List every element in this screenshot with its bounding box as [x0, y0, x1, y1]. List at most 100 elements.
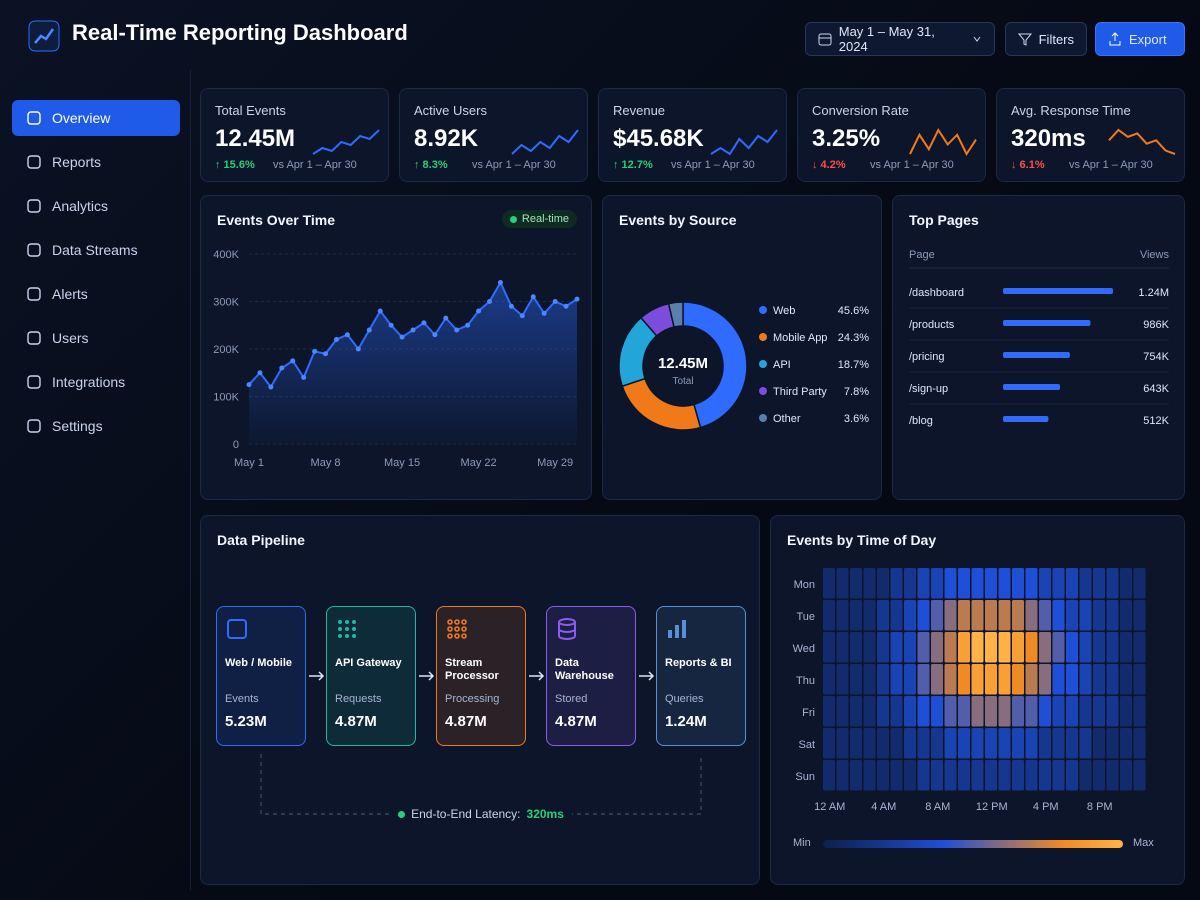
- nav-item[interactable]: Overview: [12, 100, 180, 136]
- pipeline-stage: Web / Mobile Events 5.23M: [216, 606, 306, 746]
- events-by-source-card: 12.45M Total Web 45.6% Mobile App 24.3% API 18.…: [602, 195, 882, 500]
- heat-cell: [1052, 696, 1065, 727]
- x-tick-label: May 1: [234, 457, 264, 469]
- heat-cell: [998, 568, 1011, 599]
- heat-cell: [904, 632, 916, 663]
- nav-icon: [27, 375, 41, 389]
- nav-icon: [27, 419, 41, 433]
- nav-item[interactable]: Reports: [12, 144, 180, 180]
- heat-cell: [877, 568, 889, 599]
- heat-cell: [1039, 568, 1051, 599]
- heat-cell: [958, 568, 970, 599]
- heat-cell: [877, 728, 889, 759]
- heat-cell: [1120, 760, 1132, 791]
- y-tick-label: 400K: [213, 249, 239, 261]
- point: [421, 320, 427, 326]
- heat-cell: [1106, 760, 1119, 791]
- point: [279, 365, 285, 371]
- x-tick-label: May 29: [537, 457, 573, 469]
- icon-shape: [345, 620, 349, 624]
- nav-label: Alerts: [52, 286, 88, 302]
- kpi-value: 3.25%: [812, 125, 881, 152]
- heat-cell: [917, 760, 930, 791]
- heat-cell: [985, 568, 997, 599]
- heat-cell: [877, 664, 889, 695]
- icon-shape: [447, 619, 453, 625]
- stage-value: 4.87M: [335, 713, 377, 730]
- views-bar: [1003, 320, 1091, 326]
- chevron-icon: [973, 36, 981, 42]
- nav-label: Settings: [52, 418, 103, 434]
- export-button[interactable]: Export: [1095, 22, 1185, 56]
- row-label: Thu: [796, 675, 815, 687]
- legend-swatch: [759, 306, 767, 314]
- heat-cell: [931, 696, 943, 727]
- nav-item[interactable]: Alerts: [12, 276, 180, 312]
- heat-cell: [971, 568, 984, 599]
- views-value: 754K: [1143, 351, 1169, 363]
- icon-shape: [27, 243, 41, 257]
- heat-cell: [958, 696, 970, 727]
- heat-cell: [1106, 728, 1119, 759]
- heat-cell: [931, 632, 943, 663]
- icon-shape: [27, 375, 41, 389]
- heat-cell: [1106, 568, 1119, 599]
- heat-cell: [823, 760, 835, 791]
- kpi-label: Avg. Response Time: [1011, 103, 1131, 118]
- heat-cell: [1133, 632, 1146, 663]
- heat-cell: [850, 568, 862, 599]
- point: [541, 310, 547, 316]
- heat-cell: [850, 696, 862, 727]
- filters-button[interactable]: Filters: [1005, 22, 1087, 56]
- heat-cell: [1120, 568, 1132, 599]
- heat-cell: [931, 600, 943, 631]
- donut-segment: [682, 301, 748, 429]
- heat-cell: [1133, 600, 1146, 631]
- views-value: 643K: [1143, 383, 1169, 395]
- point: [246, 382, 252, 388]
- heat-cell: [836, 696, 849, 727]
- heat-cell: [823, 568, 835, 599]
- icon-shape: [447, 619, 467, 639]
- heat-cell: [863, 568, 876, 599]
- stage-metric: Stored: [555, 693, 588, 705]
- icon-shape: [558, 622, 576, 640]
- calendar-icon: [818, 33, 832, 46]
- page-name: /dashboard: [909, 287, 964, 299]
- column-label: 8 AM: [925, 801, 950, 813]
- date-range-picker[interactable]: May 1 – May 31, 2024: [805, 22, 995, 56]
- heat-cell: [1025, 600, 1038, 631]
- point: [563, 303, 569, 309]
- kpi-comparison: vs Apr 1 – Apr 30: [870, 159, 954, 171]
- heat-cell: [823, 728, 835, 759]
- row-label: Tue: [796, 611, 815, 623]
- heat-cell: [1079, 696, 1092, 727]
- nav-item[interactable]: Integrations: [12, 364, 180, 400]
- heat-cell: [1093, 728, 1105, 759]
- nav-item[interactable]: Users: [12, 320, 180, 356]
- heat-cell: [1039, 664, 1051, 695]
- heat-cell: [823, 696, 835, 727]
- heat-cell: [904, 728, 916, 759]
- views-bar: [1003, 288, 1113, 294]
- nav-item[interactable]: Data Streams: [12, 232, 180, 268]
- icon-shape: [352, 620, 356, 624]
- heat-cell: [944, 632, 957, 663]
- center-value: 12.45M: [658, 355, 708, 372]
- row-label: Sun: [795, 771, 815, 783]
- nav-item[interactable]: Analytics: [12, 188, 180, 224]
- nav-label: Data Streams: [52, 242, 138, 258]
- heat-cell: [863, 600, 876, 631]
- heat-cell: [998, 600, 1011, 631]
- column-header: Views: [1140, 249, 1170, 261]
- nav-item[interactable]: Settings: [12, 408, 180, 444]
- nav-label: Integrations: [52, 374, 126, 390]
- kpi-label: Total Events: [215, 103, 286, 118]
- nav-icon: [27, 287, 41, 301]
- heat-cell: [1106, 696, 1119, 727]
- heat-cell: [1012, 696, 1024, 727]
- nav-label: Analytics: [52, 198, 109, 214]
- pipeline-stage: API Gateway Requests 4.87M: [326, 606, 416, 746]
- stage-name: Stream Processor: [445, 657, 499, 682]
